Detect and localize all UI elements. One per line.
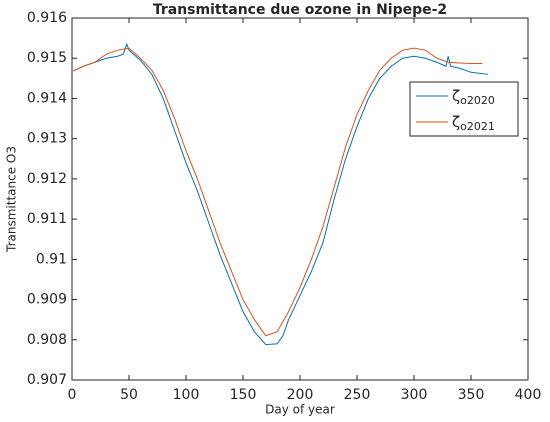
x-tick-label: 400 (515, 387, 542, 403)
legend-box (409, 81, 519, 137)
y-tick-label: 0.912 (27, 171, 67, 187)
y-tick-label: 0.916 (27, 10, 67, 26)
y-tick-label: 0.909 (27, 292, 67, 308)
x-tick-label: 100 (173, 387, 200, 403)
x-axis-label: Day of year (265, 403, 335, 417)
y-tick-label: 0.911 (27, 211, 67, 227)
x-tick-label: 300 (401, 387, 428, 403)
y-tick-label: 0.913 (27, 131, 67, 147)
line (72, 47, 483, 337)
legend-label: ζo2021 (452, 113, 495, 134)
x-tick-label: 150 (230, 387, 257, 403)
y-axis-label: Transmittance O3 (5, 146, 19, 253)
y-tick-label: 0.915 (27, 50, 67, 66)
x-tick-label: 200 (287, 387, 314, 403)
plot-frame (71, 17, 529, 381)
y-tick-label: 0.914 (27, 90, 67, 106)
y-tick-label: 0.908 (27, 332, 67, 348)
y-tick-label: 0.907 (27, 372, 67, 388)
x-tick-label: 50 (120, 387, 138, 403)
x-tick-label: 250 (344, 387, 371, 403)
y-tick-label: 0.91 (36, 251, 67, 267)
chart-title: Transmittance due ozone in Nipepe-2 (153, 2, 447, 18)
line (72, 42, 489, 346)
legend-label: ζo2020 (452, 87, 495, 108)
x-tick-label: 0 (68, 387, 77, 403)
x-tick-label: 350 (458, 387, 485, 403)
